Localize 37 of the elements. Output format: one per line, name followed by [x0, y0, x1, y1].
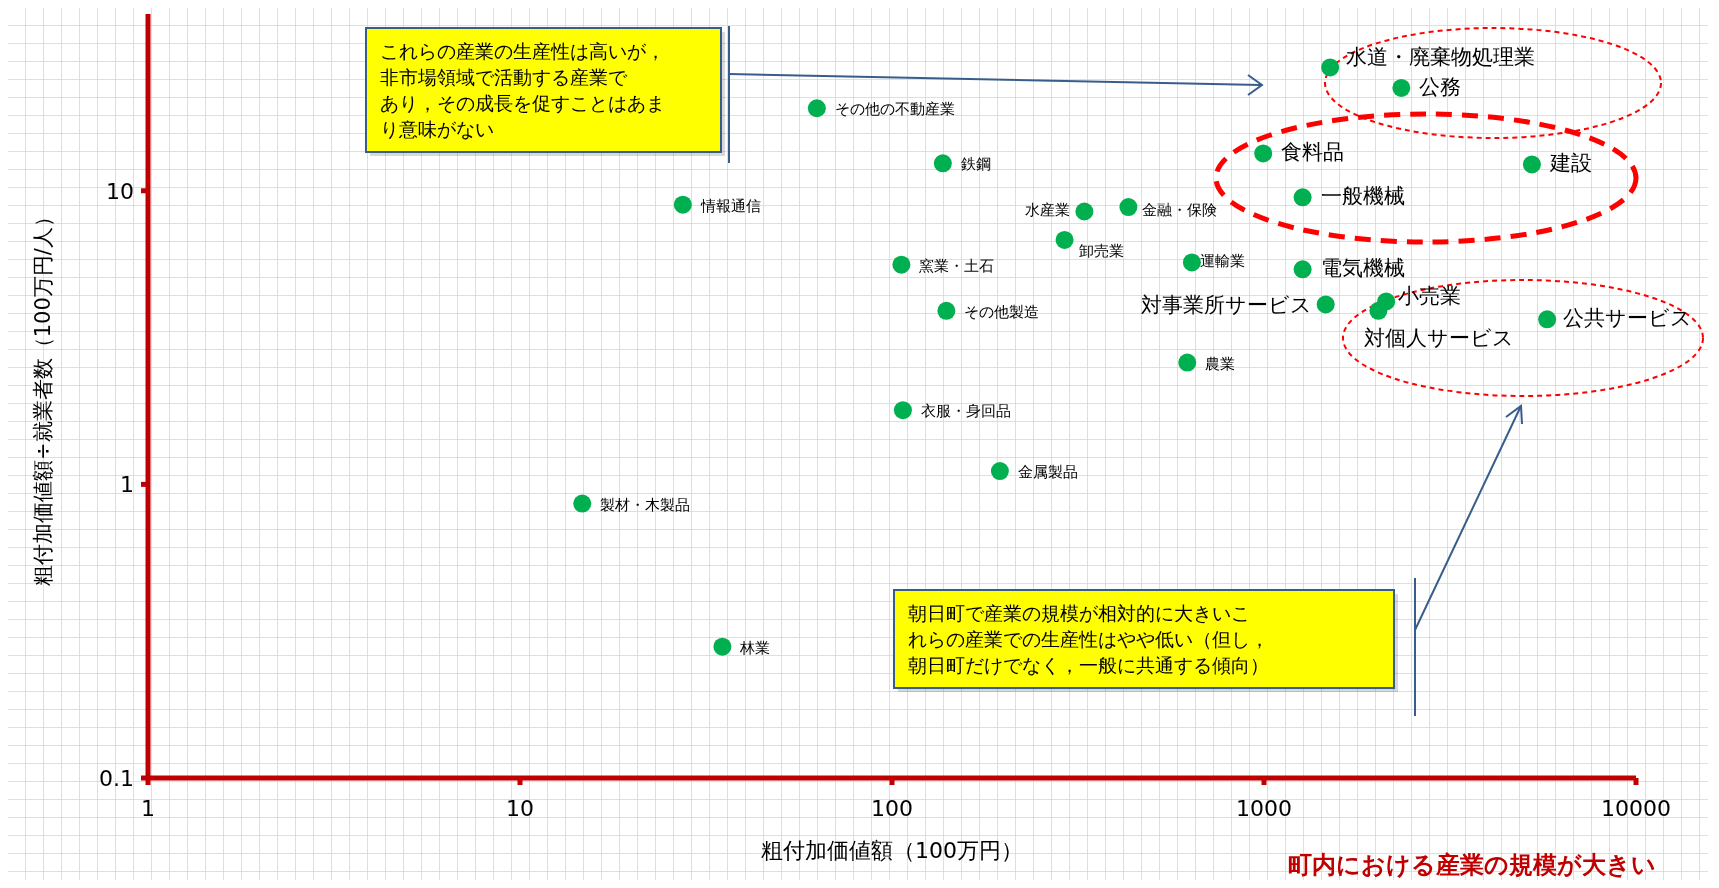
annotation: 金融・保険 — [1142, 201, 1218, 220]
annotation: 朝日町で産業の規模が相対的に大きいこれらの産業での生産性はやや低い（但し，朝日町だけでなく，一般に共通する傾向） — [908, 602, 1269, 676]
annotation: 公共サービス — [1563, 306, 1693, 331]
annotation: 水道・廃棄物処理業 — [1346, 45, 1536, 70]
annotation: 電気機械 — [1320, 256, 1405, 281]
text: 町内における産業の規模が大きい — [1288, 851, 1656, 879]
annotation: 情報通信 — [699, 196, 761, 215]
annotation: 鉄鋼 — [960, 155, 991, 174]
annotation: 卸売業 — [1078, 241, 1124, 260]
x-tick-label: 1 — [141, 796, 155, 821]
annotation: 一般機械 — [1320, 184, 1405, 209]
annotation: 林業 — [739, 638, 771, 657]
x-tick-label: 10000 — [1601, 796, 1671, 821]
annotation: 製材・木製品 — [600, 495, 691, 514]
y-tick-label: 10 — [106, 178, 134, 204]
annotation: 対個人サービス — [1364, 325, 1515, 350]
x-tick-label: 10 — [506, 796, 534, 821]
x-tick-label: 1000 — [1236, 796, 1292, 821]
annotation: 水産業 — [1025, 201, 1071, 220]
annotation: 農業 — [1205, 354, 1236, 373]
y-axis-title: 粗付加価値額÷就業者数（100万円/人） — [31, 206, 55, 586]
y-tick-label: 1 — [120, 472, 134, 498]
annotation: 建設 — [1548, 151, 1592, 176]
x-tick-label: 100 — [871, 796, 913, 821]
y-tick-label: 0.1 — [99, 766, 134, 791]
annotation: 公務 — [1419, 74, 1462, 99]
annotation: その他製造 — [964, 302, 1040, 321]
annotation: これらの産業の生産性は高いが，非市場領域で活動する産業であり，その成長を促すことはあまり意味がない — [380, 40, 665, 140]
annotation: 食料品 — [1281, 140, 1345, 165]
annotation: 小売業 — [1398, 284, 1462, 309]
x-axis-title: 粗付加価値額（100万円） — [761, 838, 1023, 863]
annotation: 衣服・身回品 — [920, 402, 1011, 421]
annotation: その他の不動産業 — [834, 100, 955, 119]
annotation: 窯業・土石 — [919, 256, 995, 275]
annotation: 金属製品 — [1017, 463, 1078, 482]
annotation: 対事業所サービス — [1140, 293, 1312, 318]
annotation: 運輸業 — [1199, 252, 1245, 271]
